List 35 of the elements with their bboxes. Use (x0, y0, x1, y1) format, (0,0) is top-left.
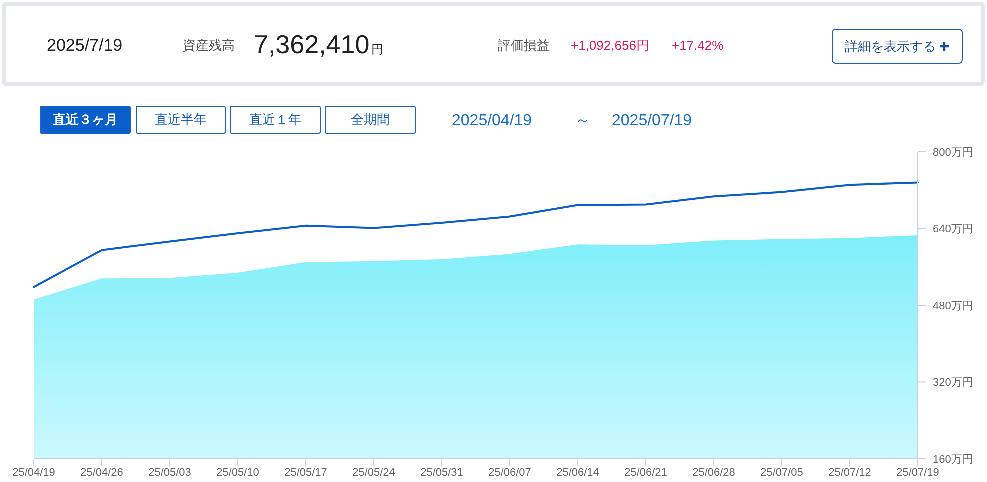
text: 7,362,410 (254, 29, 370, 61)
text: ～ (575, 111, 591, 131)
x-tick-label: 25/05/17 (284, 466, 328, 479)
text: +1,092,656円 (571, 38, 650, 54)
x-tick-label: 25/07/12 (828, 466, 872, 479)
x-tick-label: 25/04/19 (12, 466, 56, 479)
text: 円 (372, 42, 384, 57)
period-button[interactable]: 直近３ヶ月 (40, 106, 131, 134)
x-tick-label: 25/06/28 (692, 466, 736, 479)
x-tick-label: 25/05/10 (216, 466, 260, 479)
text: 2025/07/19 (612, 111, 692, 131)
y-tick-label: 640万円 (933, 224, 974, 236)
x-tick-label: 25/07/05 (760, 466, 804, 479)
x-tick-label: 25/05/31 (420, 466, 464, 479)
period-button[interactable]: 直近半年 (136, 106, 226, 134)
x-tick-label: 25/07/19 (896, 466, 940, 479)
y-tick-label: 320万円 (933, 377, 974, 390)
y-tick-label: 800万円 (933, 146, 974, 159)
x-tick-label: 25/05/03 (148, 466, 192, 479)
text: +17.42% (672, 38, 724, 54)
x-tick-label: 25/04/26 (80, 466, 124, 479)
text: 2025/7/19 (47, 36, 123, 56)
details-button[interactable]: 詳細を表示する (832, 29, 963, 64)
x-tick-label: 25/05/24 (352, 466, 396, 479)
period-button[interactable]: 全期間 (325, 106, 416, 134)
text: 2025/04/19 (452, 111, 532, 131)
x-tick-label: 25/06/07 (488, 466, 532, 479)
x-tick-label: 25/06/21 (624, 466, 668, 479)
text: 資産残高 (183, 38, 235, 54)
y-tick-label: 480万円 (933, 300, 974, 312)
y-tick-label: 160万円 (933, 454, 974, 466)
x-tick-label: 25/06/14 (556, 466, 600, 479)
line-series (33, 182, 919, 288)
period-button[interactable]: 直近１年 (230, 106, 321, 134)
text: 評価損益 (498, 38, 550, 54)
